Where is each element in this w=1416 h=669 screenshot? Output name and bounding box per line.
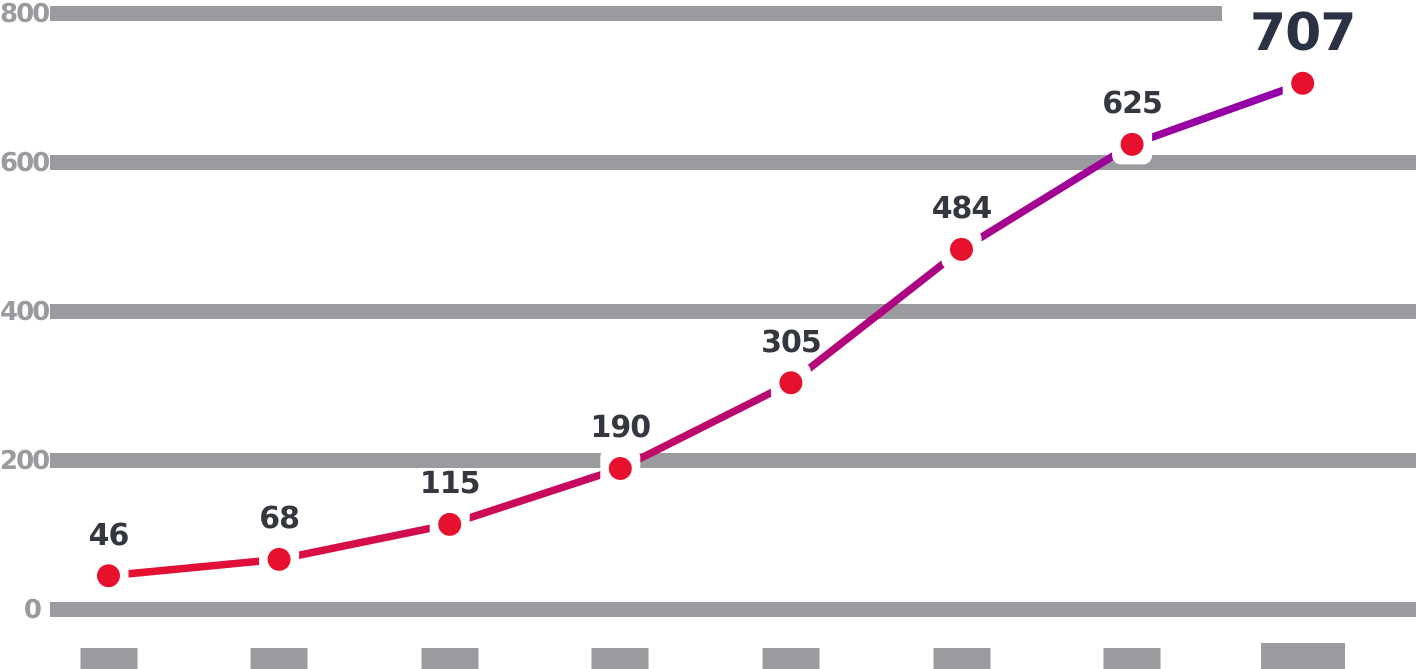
data-point bbox=[267, 547, 291, 571]
x-axis-tick-label-cut bbox=[1103, 648, 1161, 669]
point-label: 46 bbox=[88, 517, 130, 553]
x-axis-tick-label-cut bbox=[762, 648, 820, 669]
x-axis-tick-label-cut bbox=[1260, 643, 1345, 669]
point-label: 115 bbox=[419, 466, 481, 502]
data-point bbox=[97, 564, 120, 588]
gridline-0 bbox=[50, 602, 1416, 617]
data-line bbox=[104, 79, 1307, 580]
x-axis-tick-label-cut bbox=[933, 648, 990, 669]
x-axis-tick-label-cut bbox=[591, 648, 649, 669]
data-point bbox=[608, 456, 632, 480]
data-point bbox=[438, 512, 462, 536]
point-label: 68 bbox=[259, 501, 300, 537]
gridline-600 bbox=[50, 155, 1416, 170]
point-label: 190 bbox=[590, 410, 651, 446]
data-point bbox=[950, 237, 973, 261]
data-point bbox=[1291, 71, 1315, 95]
point-label-highlight: 707 bbox=[1249, 3, 1357, 64]
y-axis-tick-0: 0 bbox=[23, 595, 42, 625]
gridline-400 bbox=[50, 304, 1416, 319]
data-point bbox=[1120, 132, 1144, 156]
gridline-200 bbox=[50, 453, 1416, 468]
x-axis-tick-label-cut bbox=[421, 648, 479, 669]
point-label: 484 bbox=[931, 191, 993, 227]
point-label: 625 bbox=[1102, 86, 1163, 122]
x-axis-tick-label-cut bbox=[250, 648, 308, 669]
point-label: 305 bbox=[761, 324, 822, 360]
x-axis-tick-label-cut bbox=[80, 648, 137, 669]
gridline-800 bbox=[50, 6, 1222, 21]
data-point bbox=[779, 371, 803, 395]
